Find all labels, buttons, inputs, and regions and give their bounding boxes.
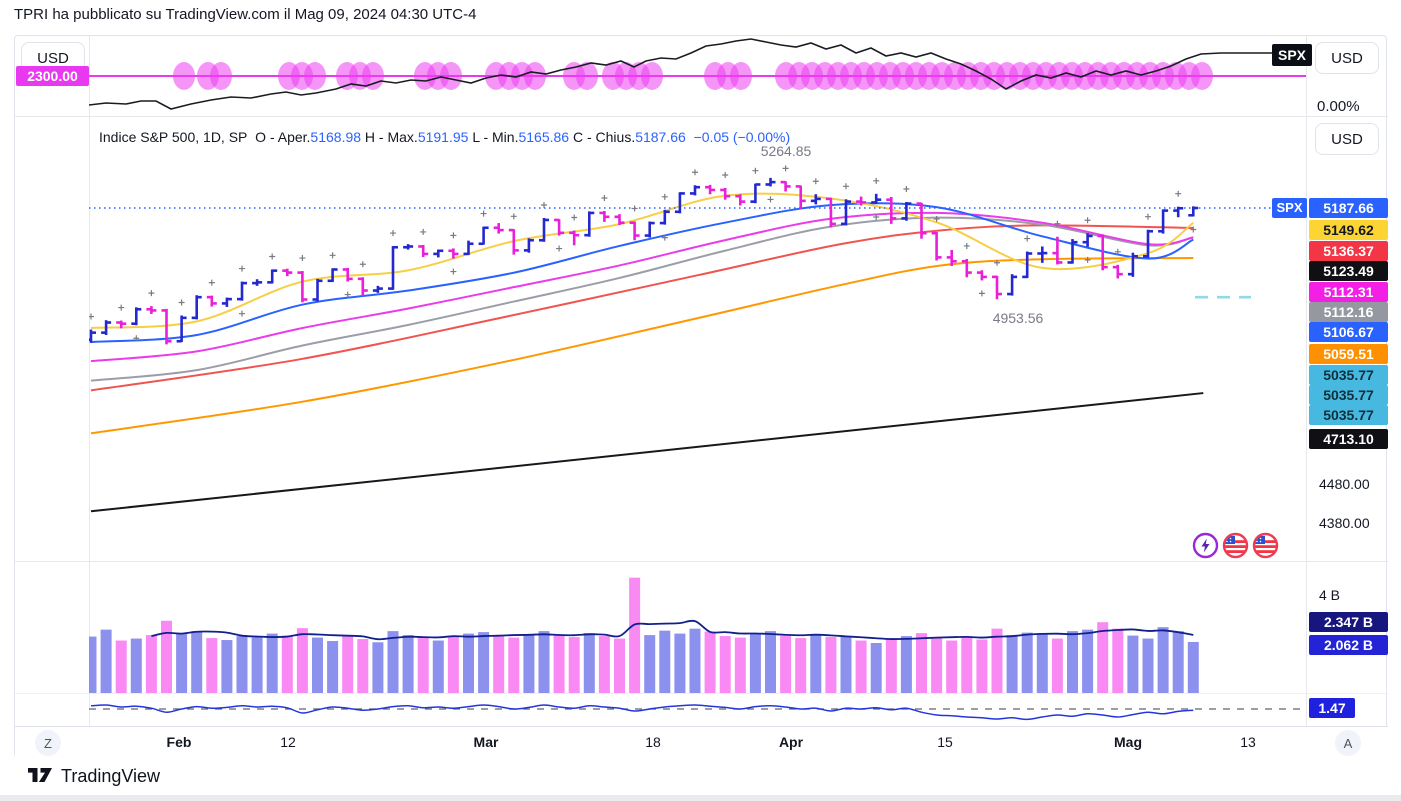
price-scale-badge: 5112.31 (1309, 282, 1388, 302)
alert-mini-chart[interactable] (89, 36, 1306, 116)
volume-ma-badge: 2.347 B (1309, 612, 1388, 632)
chart-widget: USD 2300.00 SPX USD 0.00% Indice S&P 500… (14, 35, 1388, 760)
legend-value: 5187.66 (635, 129, 690, 145)
price-scale-badge: 5059.51 (1309, 344, 1388, 364)
timezone-button[interactable]: Z (35, 730, 61, 756)
alert-marker[interactable] (362, 62, 384, 90)
alert-marker[interactable] (576, 62, 598, 90)
ma-slow-magenta (90, 211, 1194, 363)
volume-pane-separator (15, 561, 1388, 562)
alert-marker[interactable] (641, 62, 663, 90)
top-pane-separator (15, 116, 1388, 117)
price-scale-badge: 5112.16 (1309, 302, 1388, 322)
volume-bars (89, 577, 1199, 693)
legend-ohlc-values: O - Aper.5168.98 H - Max.5191.95 L - Min… (255, 129, 690, 145)
alert-marker[interactable] (304, 62, 326, 90)
us-flag-icon[interactable] (1252, 532, 1279, 559)
currency-label: USD (37, 49, 69, 67)
us-flag-icon[interactable] (1222, 532, 1249, 559)
page-bottom-strip (0, 795, 1401, 801)
time-axis-label: 15 (937, 734, 953, 750)
ohlc-bars (89, 177, 1199, 345)
price-scale-badge: 5035.77 (1309, 365, 1388, 385)
time-axis-label: Mag (1114, 734, 1142, 750)
chart-event-icons (1192, 532, 1279, 559)
legend-change: −0.05 (−0.00%) (693, 129, 791, 145)
plus-markers (89, 165, 1197, 342)
currency-button-main[interactable]: USD (1315, 123, 1379, 155)
price-scale-badge: 5136.37 (1309, 241, 1388, 261)
mini-price-line (89, 38, 1276, 110)
time-axis-label: 13 (1240, 734, 1256, 750)
symbol-badge-top: SPX (1272, 44, 1313, 66)
volume-chart[interactable] (89, 561, 1306, 693)
lightning-icon[interactable] (1192, 532, 1219, 559)
price-scale-badge: 5149.62 (1309, 220, 1388, 240)
alert-marker[interactable] (730, 62, 752, 90)
time-axis[interactable]: Z A Feb 12 Mar 18 Apr 15 Mag 13 (15, 726, 1388, 760)
tradingview-logo-icon[interactable] (28, 766, 53, 787)
price-scale-badge: 5123.49 (1309, 261, 1388, 281)
left-axis-separator (89, 36, 90, 759)
percent-change-label: 0.00% (1317, 98, 1360, 115)
legend-key: H - Max. (364, 129, 418, 145)
price-scale-badge: 5187.66 (1309, 198, 1388, 218)
alert-marker[interactable] (440, 62, 462, 90)
footer: TradingView (28, 766, 160, 787)
ratio-value-badge: 1.47 (1309, 698, 1355, 718)
symbol-price-tag: SPX (1272, 198, 1307, 218)
ma-fast-yellow (90, 192, 1194, 329)
ma-long-red (90, 224, 1194, 392)
high-price-label: 5264.85 (760, 143, 812, 159)
ratio-chart[interactable] (89, 693, 1306, 726)
currency-label: USD (1331, 130, 1363, 148)
currency-label: USD (1331, 49, 1363, 67)
alert-marker[interactable] (173, 62, 195, 90)
price-chart[interactable] (89, 116, 1306, 561)
time-axis-label: Mar (473, 734, 499, 750)
price-scale-badge: 5035.77 (1309, 405, 1388, 425)
ma-mid-blue (90, 202, 1194, 344)
alert-marker[interactable] (524, 62, 546, 90)
price-scale-label: 4480.00 (1319, 476, 1370, 492)
low-price-label: 4953.56 (992, 310, 1044, 326)
legend-key: O - Aper. (255, 129, 311, 145)
share-header-text: TPRI ha pubblicato su TradingView.com il… (14, 6, 477, 23)
time-axis-label: 18 (645, 734, 661, 750)
right-axis-separator (1306, 36, 1307, 759)
ratio-line (90, 704, 1194, 721)
currency-button-top-right[interactable]: USD (1315, 42, 1379, 74)
price-scale-label: 4380.00 (1319, 515, 1370, 531)
ma-slow-gray (90, 216, 1194, 382)
tradingview-brand-text[interactable]: TradingView (61, 766, 161, 786)
legend-value: 5165.86 (518, 129, 573, 145)
time-axis-label: Feb (166, 734, 192, 750)
volume-scale-label: 4 B (1319, 587, 1341, 603)
alert-price-label[interactable]: 2300.00 (16, 66, 89, 86)
volume-ma-line (151, 619, 1194, 641)
legend-key: C - Chius. (572, 129, 636, 145)
time-axis-label: Apr (778, 734, 804, 750)
ratio-pane-separator (15, 693, 1388, 694)
price-scale-badge: 4713.10 (1309, 429, 1388, 449)
alert-marker[interactable] (1191, 62, 1213, 90)
ma-long-orange (90, 256, 1194, 435)
alert-marker[interactable] (210, 62, 232, 90)
legend-value: 5168.98 (310, 129, 365, 145)
legend-key: L - Min. (472, 129, 519, 145)
volume-value-badge: 2.062 B (1309, 635, 1388, 655)
price-scale-badge: 5106.67 (1309, 322, 1388, 342)
black-trendline (90, 392, 1204, 513)
legend-title: Indice S&P 500, 1D, SP (99, 129, 248, 145)
price-scale-badge: 5035.77 (1309, 385, 1388, 405)
time-axis-label: 12 (280, 734, 296, 750)
legend-value: 5191.95 (417, 129, 473, 145)
chart-legend[interactable]: Indice S&P 500, 1D, SP O - Aper.5168.98 … (99, 129, 790, 145)
adjust-button[interactable]: A (1335, 730, 1361, 756)
